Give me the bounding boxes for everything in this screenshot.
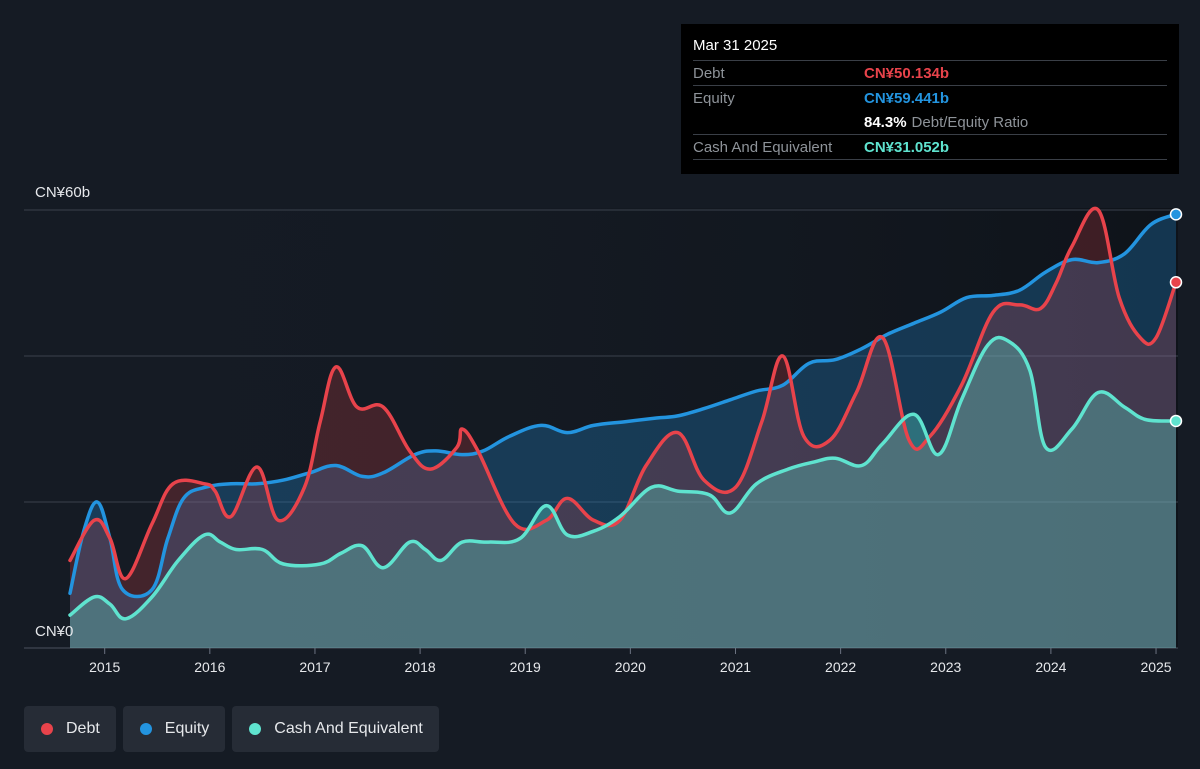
x-tick-label: 2024: [1035, 659, 1066, 675]
cash-area: [70, 337, 1176, 648]
x-tick-label: 2025: [1140, 659, 1171, 675]
tooltip-cash-label: Cash And Equivalent: [693, 138, 833, 156]
tooltip-equity-label: Equity: [693, 89, 735, 107]
series-lines: [68, 206, 1178, 621]
tooltip-row-equity: Equity CN¥59.441b: [693, 85, 1167, 110]
legend-item-equity[interactable]: Equity: [122, 706, 226, 752]
legend-label-cash: Cash And Equivalent: [274, 720, 423, 737]
tooltip-date: Mar 31 2025: [693, 37, 778, 54]
legend-item-cash[interactable]: Cash And Equivalent: [232, 706, 439, 752]
x-tick-label: 2016: [194, 659, 225, 675]
tooltip-ratio-label: Debt/Equity Ratio: [911, 113, 1029, 131]
plot-background: [24, 208, 1178, 648]
legend-label-equity: Equity: [164, 720, 210, 737]
data-tooltip: Mar 31 2025 Debt CN¥50.134b Equity CN¥59…: [681, 24, 1179, 174]
gridlines: [24, 209, 1178, 649]
cash-dot-icon: [249, 723, 262, 735]
series-areas: [70, 208, 1176, 648]
x-tick-label: 2017: [299, 659, 330, 675]
x-tick-label: 2022: [825, 659, 856, 675]
x-axis-ticks: 2015 2016 2017 2018 2019 2020 2021 2022 2023 2024…: [89, 648, 1172, 675]
y-axis-bottom-label: CN¥0: [35, 623, 73, 640]
cash-endpoint: [1169, 414, 1183, 428]
legend-item-debt[interactable]: Debt: [24, 706, 116, 752]
series-endpoints: [1169, 208, 1183, 428]
tooltip-row-ratio: 84.3% Debt/Equity Ratio: [693, 110, 1167, 134]
tooltip-equity-value: CN¥59.441b: [864, 89, 950, 107]
y-axis-top-label: CN¥60b: [35, 184, 90, 201]
equity-endpoint: [1169, 208, 1183, 221]
debt-endpoint: [1169, 276, 1183, 289]
equity-area: [70, 214, 1176, 648]
debt-area: [70, 208, 1176, 648]
x-tick-label: 2021: [720, 659, 751, 675]
chart-legend: Debt Equity Cash And Equivalent: [24, 706, 439, 752]
equity-line: [68, 212, 1178, 599]
debt-dot-icon: [41, 723, 53, 735]
x-tick-label: 2020: [615, 659, 646, 675]
tooltip-cash-value: CN¥31.052b: [864, 138, 950, 156]
x-tick-label: 2023: [930, 659, 961, 675]
tooltip-ratio-value: 84.3%: [864, 113, 907, 131]
debt-line: [68, 206, 1178, 581]
legend-label-debt: Debt: [66, 720, 100, 737]
x-tick-label: 2015: [89, 659, 120, 675]
cash-line: [68, 335, 1178, 621]
x-tick-label: 2019: [510, 659, 541, 675]
tooltip-debt-label: Debt: [693, 64, 725, 82]
tooltip-debt-value: CN¥50.134b: [864, 64, 950, 82]
x-tick-label: 2018: [405, 659, 436, 675]
equity-dot-icon: [139, 723, 152, 735]
tooltip-row-debt: Debt CN¥50.134b: [693, 60, 1167, 85]
tooltip-row-cash: Cash And Equivalent CN¥31.052b: [693, 134, 1167, 160]
